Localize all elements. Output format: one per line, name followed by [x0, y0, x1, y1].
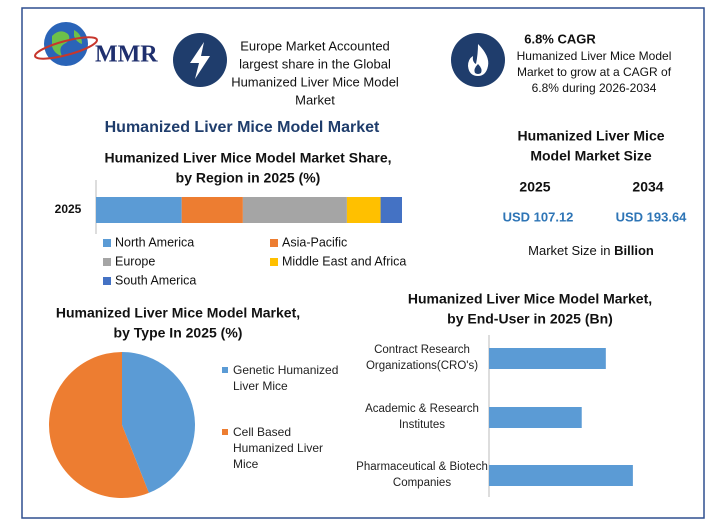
highlight-text: 6.8% during 2026-2034 — [532, 81, 657, 95]
main-title: Humanized Liver Mice Model Market — [105, 119, 380, 136]
category-label: Contract Research Organizations(CRO's) — [365, 344, 479, 372]
highlight-text: largest share in the Global — [239, 56, 391, 71]
legend-label: Asia-Pacific — [282, 235, 347, 249]
highlight-text: Market to grow at a CAGR of — [517, 65, 672, 79]
highlight-text: Europe Market Accounted — [240, 38, 390, 53]
highlight-text: Humanized Liver Mice Model — [231, 74, 399, 89]
bar — [489, 407, 582, 428]
logo-globe — [34, 22, 98, 66]
size-note: Market Size in Billion — [528, 243, 654, 258]
legend-label: Middle East and Africa — [282, 254, 406, 268]
legend-label: North America — [115, 235, 194, 249]
size-note-text: Market Size in — [528, 243, 614, 258]
bar-segment — [380, 197, 402, 223]
legend-label: Europe — [115, 254, 155, 268]
highlight-title: 6.8% CAGR — [524, 31, 596, 46]
frame — [21, 7, 705, 519]
icon-flame — [451, 33, 505, 87]
bar-segment — [96, 197, 182, 223]
size-title: Humanized Liver Mice — [517, 128, 664, 144]
chart-title: Humanized Liver Mice Model Market, — [408, 291, 652, 307]
legend-swatch — [103, 258, 111, 266]
size-note-unit: Billion — [614, 243, 654, 258]
legend-label: Cell Based Humanized Liver Mice — [233, 425, 324, 471]
bar-segment — [242, 197, 347, 223]
icon-bolt — [173, 33, 227, 87]
highlight-text: Market — [295, 92, 335, 107]
pie-slice — [49, 352, 149, 498]
highlight-text: Humanized Liver Mice Model — [517, 49, 672, 63]
bar — [489, 348, 606, 369]
bar-segment — [346, 197, 381, 223]
legend-swatch — [103, 277, 111, 285]
bar — [489, 465, 633, 486]
chart-title: Humanized Liver Mice Model Market Share, — [104, 150, 391, 166]
pie-slice — [122, 352, 196, 493]
category-label: Academic & Research Institutes — [365, 403, 479, 431]
legend-label: Genetic Humanized Liver Mice — [233, 363, 339, 393]
size-year: 2034 — [632, 179, 663, 195]
legend-label: South America — [115, 273, 196, 287]
chart-title: Humanized Liver Mice Model Market, — [56, 305, 300, 321]
size-year: 2025 — [519, 179, 550, 195]
legend-swatch — [222, 429, 228, 435]
category-label: 2025 — [55, 202, 82, 216]
legend-swatch — [222, 367, 228, 373]
legend-swatch — [270, 258, 278, 266]
chart-title: by End-User in 2025 (Bn) — [447, 311, 613, 327]
bar-segment — [181, 197, 243, 223]
chart-title: by Type In 2025 (%) — [114, 325, 243, 341]
size-title: Model Market Size — [530, 148, 652, 164]
legend-swatch — [270, 239, 278, 247]
chart-title: by Region in 2025 (%) — [176, 170, 321, 186]
size-value: USD 107.12 — [503, 209, 574, 224]
size-value: USD 193.64 — [616, 209, 688, 224]
category-label: Pharmaceutical & Biotech Companies — [356, 461, 488, 489]
legend-swatch — [103, 239, 111, 247]
logo-text: MMR — [95, 42, 158, 68]
